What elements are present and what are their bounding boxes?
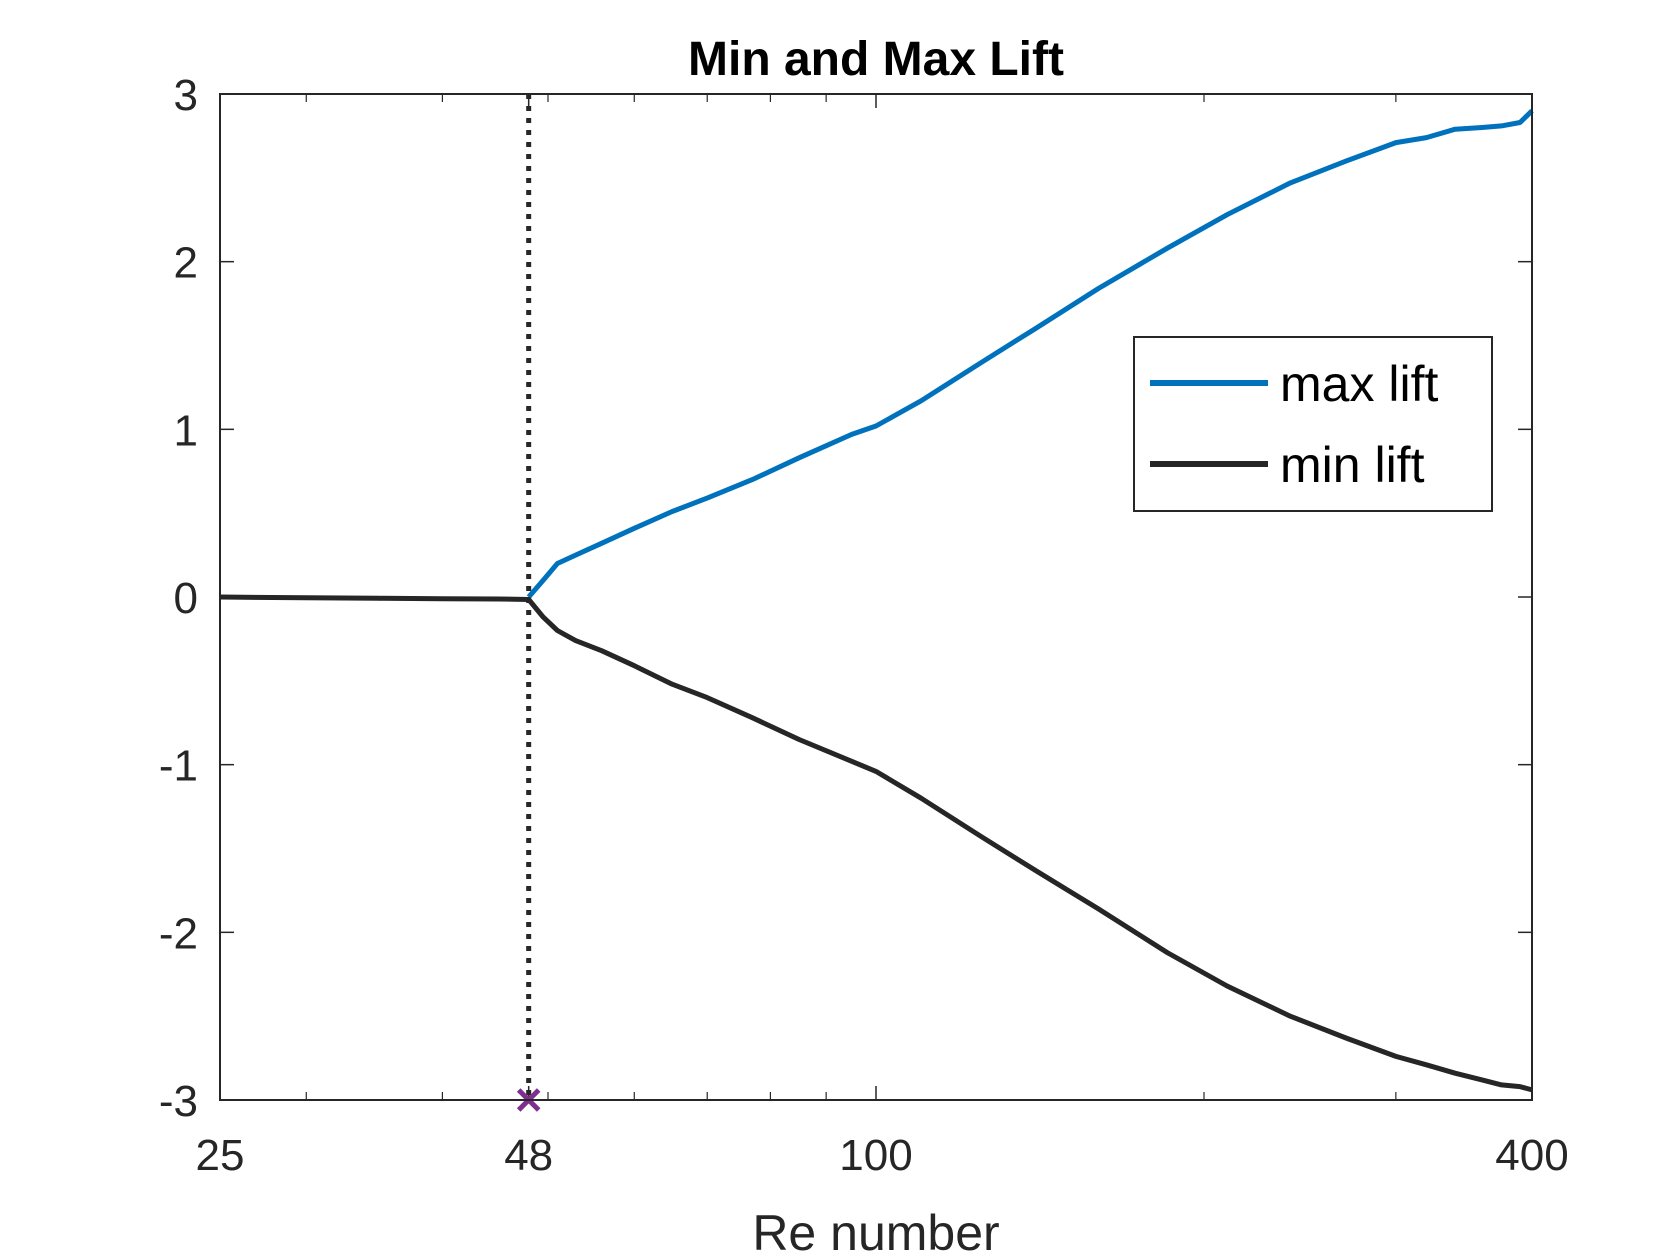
y-tick-label: 3 xyxy=(174,71,198,120)
series-layer xyxy=(219,94,1534,1112)
legend-label: min lift xyxy=(1280,437,1425,493)
x-axis-label: Re number xyxy=(752,1205,999,1260)
chart-title: Min and Max Lift xyxy=(688,33,1064,86)
x-tick-label: 100 xyxy=(839,1131,912,1180)
legend-label: max lift xyxy=(1280,356,1438,412)
y-tick-label: -1 xyxy=(159,742,198,791)
x-tick-label: 48 xyxy=(504,1131,553,1180)
min-lift-line xyxy=(219,594,1533,1093)
x-tick-label: 400 xyxy=(1495,1131,1568,1180)
y-tick-label: 1 xyxy=(174,406,198,455)
axes-box xyxy=(219,93,1533,1101)
max-lift-line xyxy=(526,109,1534,599)
y-tick-label: -2 xyxy=(159,909,198,958)
axes: -3 -2 -1 0 1 2 3 25 48 100 400 xyxy=(159,71,1569,1180)
y-tick-label: 2 xyxy=(174,239,198,288)
plot-frame xyxy=(219,93,1533,1101)
legend: max lift min lift xyxy=(1133,336,1493,512)
x-tick-label: 25 xyxy=(196,1131,245,1180)
y-tick-label: 0 xyxy=(174,574,198,623)
y-tick-label: -3 xyxy=(159,1077,198,1126)
legend-box xyxy=(1133,336,1493,512)
